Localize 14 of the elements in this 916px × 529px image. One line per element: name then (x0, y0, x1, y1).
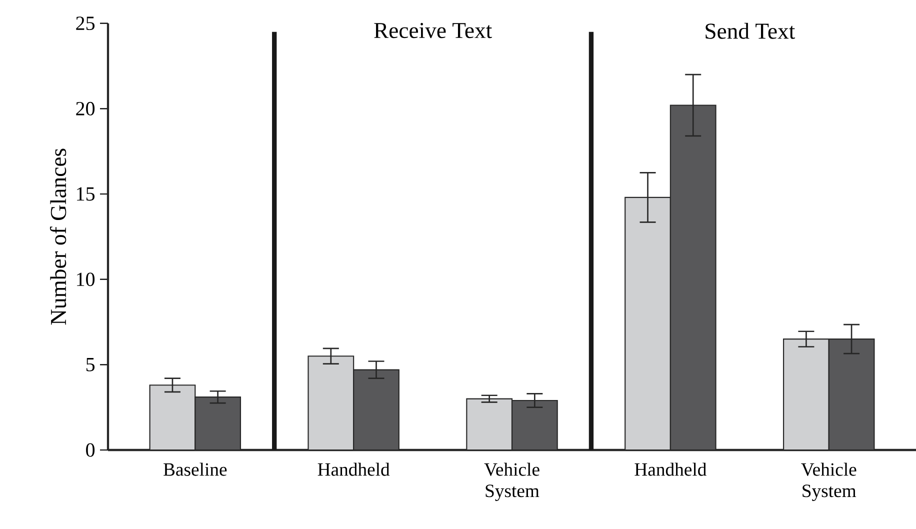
y-tick-label: 0 (86, 443, 95, 457)
y-tick-label: 5 (86, 358, 95, 372)
y-tick-label: 20 (76, 102, 95, 116)
x-tick-label: Vehicle System (801, 462, 856, 502)
x-tick-label: Handheld (318, 462, 390, 476)
annotation: Send Text (706, 22, 796, 39)
y-axis-title: Number of Glances (50, 148, 66, 325)
x-tick-label: Baseline (164, 462, 227, 476)
x-tick-label: Handheld (634, 462, 707, 476)
x-tick-label: Vehicle System (484, 462, 540, 502)
y-tick-label: 25 (76, 16, 95, 30)
annotation: Receive Text (374, 22, 492, 38)
y-tick-label: 15 (77, 187, 95, 201)
y-tick-label: 10 (77, 272, 95, 286)
